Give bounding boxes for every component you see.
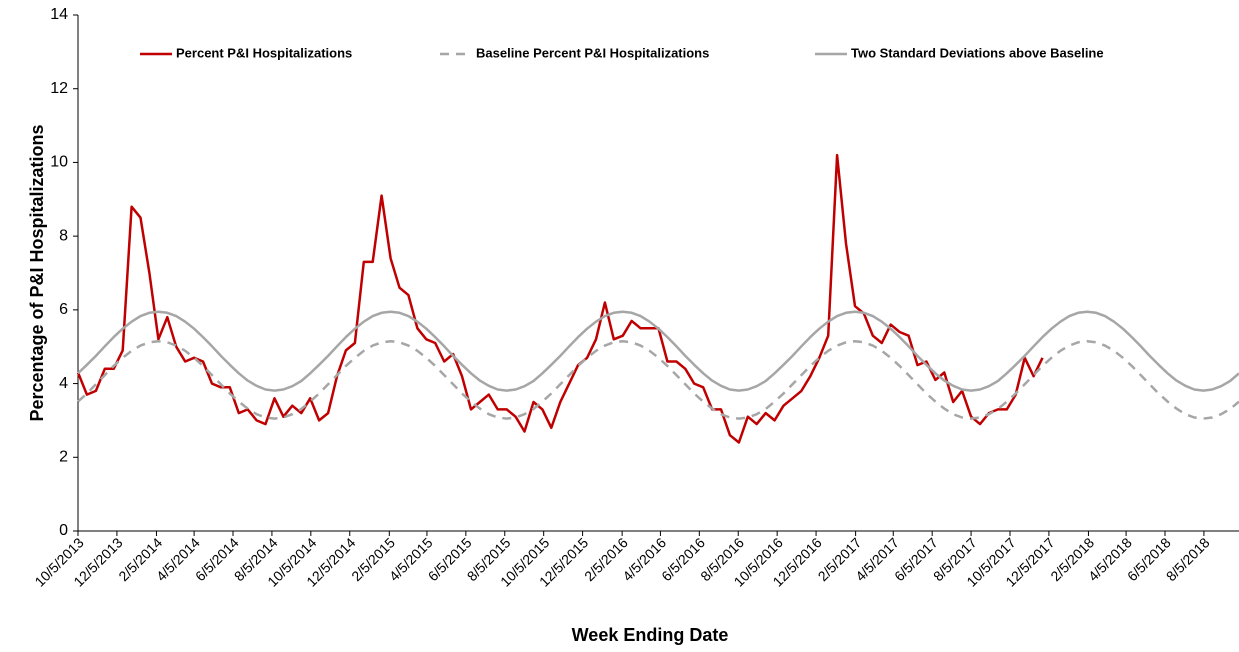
y-tick-label: 2: [59, 449, 68, 466]
y-tick-label: 6: [59, 301, 68, 318]
y-tick-label: 10: [50, 154, 68, 171]
series-line: [76, 153, 1044, 444]
series-line: [77, 310, 1239, 392]
series-line: [77, 339, 1239, 420]
x-tick-label: 8/5/2018: [1163, 534, 1213, 584]
y-tick-label: 8: [59, 227, 68, 244]
y-axis-title: Percentage of P&I Hospitalizations: [27, 124, 47, 421]
legend-label: Baseline Percent P&I Hospitalizations: [476, 45, 709, 60]
legend-label: Percent P&I Hospitalizations: [176, 45, 352, 60]
y-tick-label: 14: [50, 6, 68, 23]
y-tick-label: 4: [59, 375, 68, 392]
y-tick-label: 12: [50, 80, 68, 97]
legend-label: Two Standard Deviations above Baseline: [851, 45, 1104, 60]
x-axis-title: Week Ending Date: [572, 625, 729, 645]
y-tick-label: 0: [59, 522, 68, 539]
